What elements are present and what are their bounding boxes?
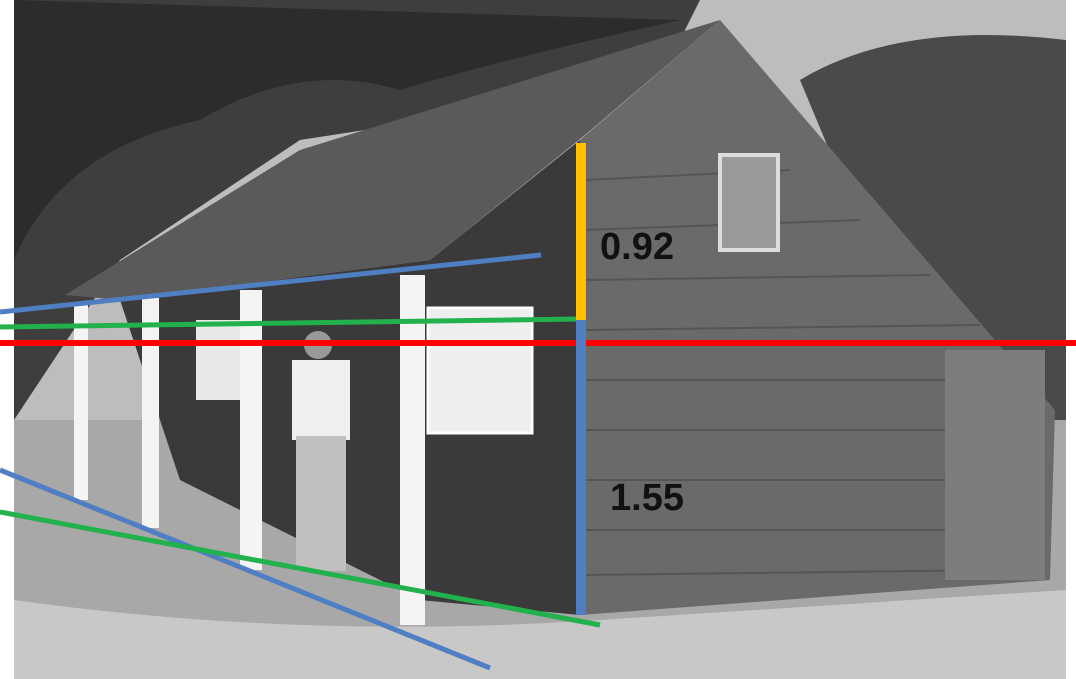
person [292,331,350,571]
vanishing-line [0,316,582,330]
roof [65,20,720,300]
window-left [196,320,242,400]
siding [584,169,1001,576]
photo [14,0,1066,679]
lower-height-label: 1.55 [610,477,684,519]
window-right [426,306,534,435]
vanishing-line [0,467,491,671]
annotation-lines [0,143,1076,671]
side-door [945,350,1045,580]
vent [718,153,780,252]
vanishing-line [0,509,601,628]
upper-height-label: 0.92 [600,226,674,268]
gable-wall [580,20,1055,615]
vanishing-line [0,252,542,315]
posts [74,275,425,625]
path [14,590,1066,679]
tree-canopy [14,0,680,260]
